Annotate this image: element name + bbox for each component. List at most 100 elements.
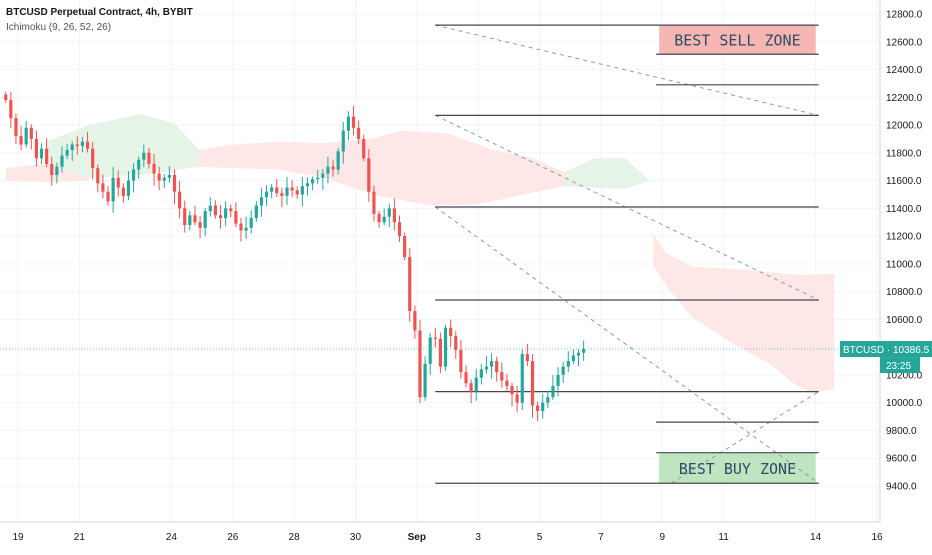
candle [418,319,422,404]
candle-body [131,169,136,181]
x-tick-label: 14 [810,532,822,543]
candle [530,353,535,418]
y-tick-label: 12800.0 [886,10,923,21]
candle-body [397,222,402,237]
candle [321,168,325,190]
candle [428,333,432,375]
candle [561,362,565,383]
candle-body [50,163,54,176]
candle-body [45,148,49,164]
candle-body [443,327,448,367]
candle-body [556,374,560,387]
candle-body [582,349,586,353]
candle-body [336,151,340,170]
candle-body [341,130,345,152]
candle [193,205,197,226]
candle [362,134,366,162]
candle [495,356,499,382]
candle-body [510,386,514,395]
candle-body [326,166,330,174]
candle-body [218,215,223,219]
candle-body [213,205,217,216]
candle-body [305,183,310,187]
candle-body [198,222,202,228]
y-tick-label: 10800.0 [886,287,923,298]
candle [546,391,550,408]
y-tick-label: 11200.0 [886,232,922,243]
candle [116,170,120,197]
candle [566,351,570,373]
candle [50,156,54,186]
cloud-bull [564,158,650,189]
candle-body [9,100,13,119]
x-tick-label: 26 [227,532,239,543]
candle [85,131,90,153]
candle-body [408,256,412,312]
candle-body [126,180,131,196]
candle-body [254,205,258,219]
candle [479,363,483,385]
candle-body [234,211,238,224]
candle-body [142,152,146,160]
candle [224,201,228,227]
candle [126,171,131,201]
candle-body [85,141,90,149]
candle [408,248,412,322]
candle [244,216,248,240]
candle [29,124,33,150]
indicator-label[interactable]: Ichimoku (9, 26, 52, 26) [6,22,112,33]
candle [111,167,115,213]
candle [162,174,166,188]
cloud-bear [199,130,565,206]
candle [305,177,310,196]
candle-body [65,150,69,156]
candle [397,215,402,242]
candle-body [418,330,422,398]
y-tick-label: 12200.0 [886,93,923,104]
candle [34,130,38,167]
candle-body [39,148,44,159]
candle [382,208,386,226]
x-tick-label: 5 [537,532,543,543]
candle [438,332,443,373]
price-tag: BTCUSD · 10386.5 23:25 [840,341,932,374]
candle [351,106,356,136]
price-tag-symbol: BTCUSD · 10386.5 [843,345,930,356]
candle [142,144,146,167]
candle-body [259,197,264,206]
candle-body [474,377,478,392]
candle [203,207,207,236]
candle-body [536,405,540,412]
candle [101,174,105,199]
candle [510,382,514,407]
grid [0,0,880,522]
candle-body [351,116,356,128]
candle-body [24,127,28,145]
trend-diagonal [671,391,819,484]
candle-body [162,177,166,181]
candle [505,374,509,391]
candle [551,375,555,401]
candle [484,355,489,374]
candle [300,176,304,207]
candle-body [367,158,371,192]
trend-diagonal [435,114,819,301]
candle-body [183,208,187,226]
candle [60,146,64,173]
candle-body [346,116,350,131]
candle [285,177,289,205]
candle-body [55,166,59,176]
candle-body [285,187,289,196]
candle [541,393,545,419]
candle-body [362,138,366,159]
candle-body [525,354,529,362]
y-tick-label: 9400.0 [886,482,917,493]
candle-body [270,187,274,192]
y-tick-label: 11600.0 [886,176,922,187]
candle [290,180,294,197]
candle [536,401,540,422]
candle-body [530,361,535,406]
candle-body [178,191,182,209]
